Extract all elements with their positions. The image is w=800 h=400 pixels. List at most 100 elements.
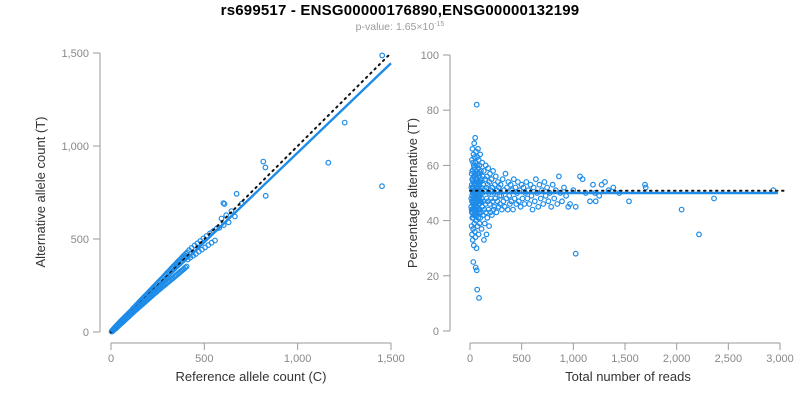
- data-point: [182, 264, 189, 271]
- data-point: [491, 203, 498, 210]
- data-point: [510, 176, 517, 183]
- data-point: [470, 259, 477, 265]
- data-point: [469, 145, 476, 152]
- figure-title: rs699517 - ENSG00000176890,ENSG000001321…: [220, 2, 580, 19]
- y-tick-label: 100: [421, 50, 439, 62]
- data-point: [379, 52, 386, 59]
- data-point: [479, 159, 486, 166]
- scatter-points: [468, 101, 777, 301]
- data-point: [474, 162, 480, 169]
- data-point: [480, 167, 487, 174]
- data-point: [519, 195, 526, 202]
- data-point: [551, 195, 558, 202]
- data-point: [468, 206, 475, 213]
- data-point: [486, 223, 493, 230]
- y-axis-title: Alternative allele count (T): [33, 116, 48, 267]
- data-point: [642, 181, 648, 188]
- data-point: [481, 236, 487, 243]
- data-point: [711, 195, 717, 202]
- data-point: [548, 203, 555, 210]
- y-tick-label: 0: [83, 327, 89, 339]
- data-point: [602, 179, 608, 185]
- data-point: [556, 173, 562, 180]
- data-point: [477, 198, 483, 205]
- data-point: [484, 214, 491, 221]
- y-tick-label: 20: [427, 271, 439, 283]
- right-scatter-plot: 0 20 40 60 80 100 0 500 1,000 1,500 2,000 2,500 3,00…: [405, 50, 794, 384]
- data-point: [471, 154, 478, 161]
- data-point: [579, 176, 586, 183]
- data-point: [511, 195, 518, 202]
- x-tick-label: 0: [467, 353, 473, 365]
- x-tick-label: 1,500: [611, 353, 639, 365]
- data-point: [559, 198, 565, 205]
- data-point: [626, 198, 632, 205]
- data-point: [478, 225, 485, 232]
- data-point: [472, 234, 479, 241]
- y-tick-label: 0: [433, 326, 439, 338]
- data-point: [526, 201, 533, 207]
- left-scatter-plot: 0 500 1,000 1,500 0 500 1,000 1,500 Reference al…: [33, 48, 405, 384]
- data-point: [475, 184, 482, 191]
- data-point: [470, 242, 477, 249]
- data-point: [471, 140, 478, 147]
- data-point: [515, 179, 521, 185]
- data-point: [572, 250, 579, 257]
- data-point: [483, 231, 490, 238]
- data-point: [610, 184, 617, 191]
- data-point: [561, 184, 567, 191]
- data-point: [470, 159, 476, 166]
- data-point: [512, 184, 519, 191]
- data-point: [475, 156, 482, 163]
- regression-line: [110, 62, 392, 333]
- data-point: [476, 295, 482, 301]
- data-point: [493, 209, 500, 216]
- data-point: [379, 183, 385, 190]
- data-point: [472, 264, 479, 271]
- data-point: [503, 195, 510, 202]
- y-tick-label: 40: [427, 216, 439, 228]
- data-point: [474, 198, 481, 205]
- x-axis-title: Reference allele count (C): [175, 369, 326, 384]
- data-point: [221, 201, 228, 207]
- data-point: [590, 181, 596, 188]
- data-point: [517, 203, 524, 210]
- data-point: [502, 170, 509, 177]
- data-point: [544, 184, 550, 191]
- data-point: [233, 190, 240, 197]
- data-point: [549, 181, 556, 188]
- x-axis-title: Total number of reads: [565, 369, 691, 384]
- data-point: [529, 206, 536, 213]
- data-point: [182, 250, 189, 257]
- data-point: [510, 206, 516, 213]
- data-point: [524, 195, 531, 202]
- data-point: [572, 203, 579, 210]
- data-point: [587, 198, 593, 205]
- y-tick-label: 60: [427, 160, 439, 172]
- x-tick-label: 3,000: [766, 353, 794, 365]
- data-point: [504, 206, 511, 213]
- data-point: [470, 162, 477, 169]
- data-point: [212, 237, 218, 244]
- data-point: [487, 170, 493, 177]
- x-tick-label: 2,000: [663, 353, 691, 365]
- data-point: [598, 181, 605, 188]
- data-point: [554, 201, 561, 207]
- pvalue-text: p-value: 1.65×10: [355, 21, 435, 33]
- data-point: [696, 231, 702, 238]
- data-point: [477, 151, 484, 158]
- data-point: [472, 170, 479, 177]
- data-point: [489, 212, 495, 219]
- data-point: [216, 224, 223, 231]
- data-point: [488, 176, 495, 183]
- data-point: [325, 159, 332, 166]
- data-point: [521, 201, 528, 207]
- data-point: [492, 173, 499, 180]
- data-point: [473, 245, 480, 252]
- x-tick-label: 1,000: [284, 353, 312, 365]
- x-tick-label: 2,500: [715, 353, 743, 365]
- data-point: [220, 200, 227, 207]
- data-point: [475, 145, 481, 152]
- data-point: [341, 119, 348, 126]
